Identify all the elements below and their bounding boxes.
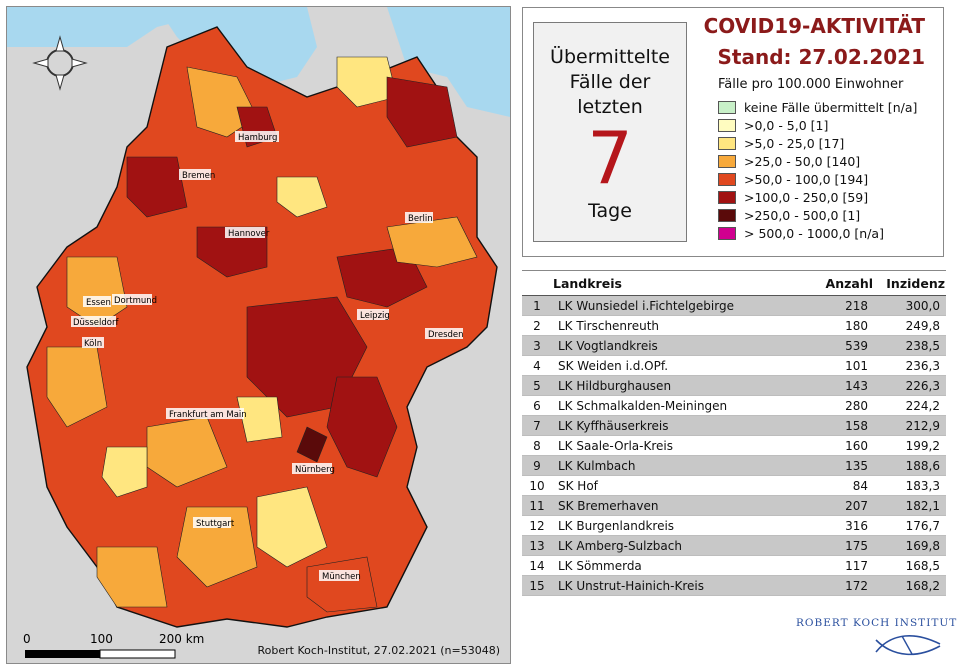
legend-item: keine Fälle übermittelt [n/a] xyxy=(718,98,917,116)
days-label-bottom: Tage xyxy=(588,200,632,222)
legend-date: Stand: 27.02.2021 xyxy=(717,45,926,69)
legend-item: >100,0 - 250,0 [59] xyxy=(718,188,917,206)
days-label-top: Übermittelte Fälle der letzten xyxy=(550,46,670,118)
legend-list: keine Fälle übermittelt [n/a] >0,0 - 5,0… xyxy=(718,98,917,242)
days-number: 7 xyxy=(587,116,633,200)
city-label: Hannover xyxy=(228,229,270,239)
svg-text:100: 100 xyxy=(90,632,113,646)
legend-item: >50,0 - 100,0 [194] xyxy=(718,170,917,188)
scale-bar: 0 100 200 km xyxy=(23,632,204,659)
legend-item: >250,0 - 500,0 [1] xyxy=(718,206,917,224)
germany-map: Hamburg Bremen Berlin Hannover Essen Dor… xyxy=(7,7,510,663)
table-row: 14 LK Sömmerda 117 168,5 xyxy=(522,555,946,576)
legend-swatch xyxy=(718,136,736,150)
incidence-table: Landkreis Anzahl Inzidenz 1 LK Wunsiedel … xyxy=(522,270,946,596)
map-credit: Robert Koch-Institut, 27.02.2021 (n=5304… xyxy=(257,644,501,657)
city-label: Dortmund xyxy=(114,296,157,306)
germany-districts xyxy=(26,26,498,628)
legend-item: > 500,0 - 1000,0 [n/a] xyxy=(718,224,917,242)
legend-swatch xyxy=(718,190,736,204)
table-row: 7 LK Kyffhäuserkreis 158 212,9 xyxy=(522,415,946,436)
legend-swatch xyxy=(718,172,736,186)
city-label: Stuttgart xyxy=(196,519,235,529)
city-label: Berlin xyxy=(408,214,433,224)
table-row: 4 SK Weiden i.d.OPf. 101 236,3 xyxy=(522,355,946,376)
svg-text:0: 0 xyxy=(23,632,31,646)
compass-rose-icon xyxy=(32,35,88,91)
city-label: Düsseldorf xyxy=(73,318,119,328)
legend-item: >25,0 - 50,0 [140] xyxy=(718,152,917,170)
city-label: Nürnberg xyxy=(295,465,335,475)
table-row: 12 LK Burgenlandkreis 316 176,7 xyxy=(522,515,946,536)
legend-swatch xyxy=(718,226,736,240)
legend-subtitle: Fälle pro 100.000 Einwohner xyxy=(718,77,904,92)
city-label: Hamburg xyxy=(238,133,277,143)
table-row: 10 SK Hof 84 183,3 xyxy=(522,475,946,496)
header-landkreis: Landkreis xyxy=(552,270,810,296)
table-row: 9 LK Kulmbach 135 188,6 xyxy=(522,455,946,476)
table-row: 2 LK Tirschenreuth 180 249,8 xyxy=(522,315,946,336)
city-label: Frankfurt am Main xyxy=(169,410,247,420)
legend-title: COVID19-AKTIVITÄT xyxy=(703,14,925,38)
city-label: Bremen xyxy=(182,171,215,181)
city-label: Leipzig xyxy=(360,311,390,321)
legend-swatch xyxy=(718,100,736,114)
table-header-row: Landkreis Anzahl Inzidenz xyxy=(522,270,946,296)
table-row: 15 LK Unstrut-Hainich-Kreis 172 168,2 xyxy=(522,575,946,596)
city-label: Dresden xyxy=(428,330,464,340)
city-label: Köln xyxy=(84,339,102,349)
table-row: 13 LK Amberg-Sulzbach 175 169,8 xyxy=(522,535,946,556)
legend-panel: Übermittelte Fälle der letzten 7 Tage CO… xyxy=(522,7,944,257)
days-box: Übermittelte Fälle der letzten 7 Tage xyxy=(533,22,687,242)
north-sea-area xyxy=(157,7,317,87)
map-panel: Hamburg Bremen Berlin Hannover Essen Dor… xyxy=(6,6,511,664)
header-anzahl: Anzahl xyxy=(810,270,874,296)
city-label: München xyxy=(322,572,361,582)
table-row: 3 LK Vogtlandkreis 539 238,5 xyxy=(522,335,946,356)
legend-swatch xyxy=(718,208,736,222)
svg-text:200 km: 200 km xyxy=(159,632,204,646)
top15-table: Landkreis Anzahl Inzidenz 1 LK Wunsiedel … xyxy=(522,270,946,596)
header-inzidenz: Inzidenz xyxy=(874,270,946,296)
legend-item: >0,0 - 5,0 [1] xyxy=(718,116,917,134)
institute-name: ROBERT KOCH INSTITUT xyxy=(796,617,957,629)
city-label: Essen xyxy=(86,298,111,308)
legend-swatch xyxy=(718,154,736,168)
city-labels: Hamburg Bremen Berlin Hannover Essen Dor… xyxy=(71,131,464,582)
legend-swatch xyxy=(718,118,736,132)
table-row: 1 LK Wunsiedel i.Fichtelgebirge 218 300,0 xyxy=(522,295,946,316)
baltic-sea-area xyxy=(387,7,510,117)
table-row: 11 SK Bremerhaven 207 182,1 xyxy=(522,495,946,516)
rki-logo-icon xyxy=(875,635,941,656)
table-row: 6 LK Schmalkalden-Meiningen 280 224,2 xyxy=(522,395,946,416)
table-row: 8 LK Saale-Orla-Kreis 160 199,2 xyxy=(522,435,946,456)
header-rank xyxy=(522,270,552,296)
table-row: 5 LK Hildburghausen 143 226,3 xyxy=(522,375,946,396)
legend-item: >5,0 - 25,0 [17] xyxy=(718,134,917,152)
